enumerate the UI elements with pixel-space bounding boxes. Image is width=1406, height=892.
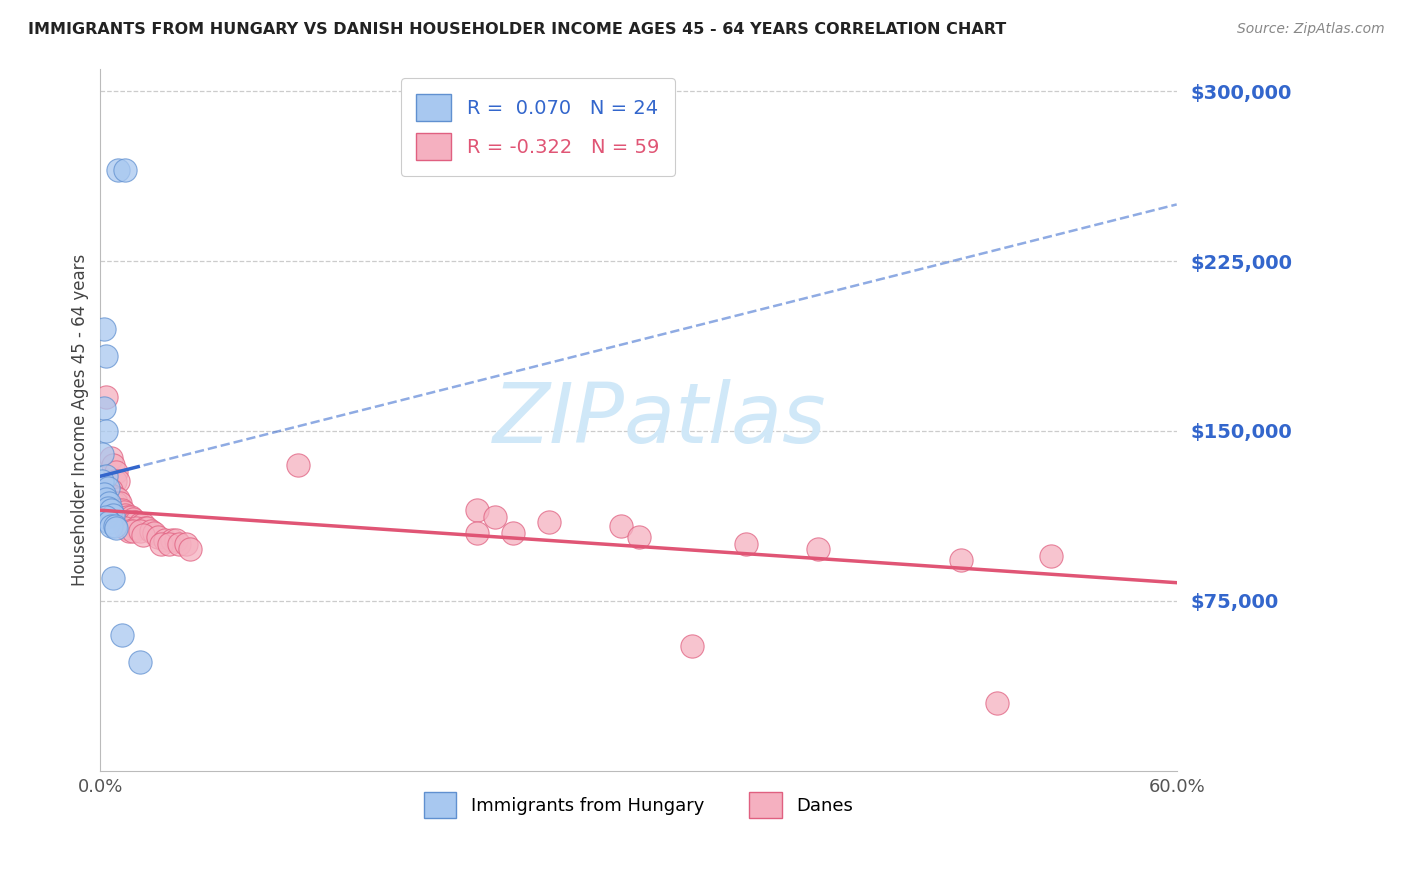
Point (120, 510, 142, 524)
Point (100, 483, 122, 497)
Point (627, 530, 650, 544)
Point (128, 516, 150, 531)
Point (94, 349, 117, 363)
Point (100, 500, 122, 515)
Point (104, 519, 127, 533)
Point (107, 491, 129, 506)
Legend: Immigrants from Hungary, Danes: Immigrants from Hungary, Danes (416, 785, 860, 825)
Point (107, 503, 129, 517)
Point (160, 533, 183, 547)
Point (100, 519, 122, 533)
Point (101, 571, 124, 585)
Point (121, 512, 143, 526)
Point (484, 510, 506, 524)
Point (101, 458, 124, 472)
Point (179, 541, 201, 556)
Point (96, 481, 118, 495)
Point (96, 500, 118, 515)
Point (101, 508, 124, 522)
Point (105, 465, 128, 479)
Point (100, 503, 122, 517)
Point (735, 537, 758, 551)
Point (465, 525, 488, 540)
Point (93, 487, 115, 501)
Point (118, 524, 141, 538)
Point (124, 515, 146, 529)
Point (111, 503, 134, 517)
Point (287, 458, 309, 472)
Point (950, 553, 973, 567)
Text: ZIPatlas: ZIPatlas (494, 379, 827, 460)
Point (91, 447, 114, 461)
Point (121, 524, 143, 538)
Y-axis label: Householder Income Ages 45 - 64 years: Householder Income Ages 45 - 64 years (72, 253, 89, 586)
Point (111, 628, 134, 642)
Point (502, 525, 524, 540)
Point (94, 424, 117, 438)
Point (105, 521, 128, 535)
Point (94, 390, 117, 404)
Point (91, 474, 114, 488)
Point (132, 528, 155, 542)
Point (117, 510, 139, 524)
Point (105, 496, 128, 510)
Point (537, 515, 560, 529)
Point (114, 163, 136, 178)
Point (98, 496, 121, 510)
Point (157, 537, 180, 551)
Point (94, 491, 117, 506)
Point (94, 510, 117, 524)
Text: IMMIGRANTS FROM HUNGARY VS DANISH HOUSEHOLDER INCOME AGES 45 - 64 YEARS CORRELAT: IMMIGRANTS FROM HUNGARY VS DANISH HOUSEH… (28, 22, 1007, 37)
Point (104, 474, 127, 488)
Point (176, 537, 198, 551)
Point (132, 516, 155, 531)
Point (136, 521, 159, 535)
Point (107, 163, 129, 178)
Point (98, 487, 121, 501)
Point (100, 451, 122, 466)
Point (104, 510, 127, 524)
Point (93, 322, 115, 336)
Point (153, 533, 176, 547)
Point (125, 521, 148, 535)
Point (107, 474, 129, 488)
Point (465, 503, 488, 517)
Point (94, 469, 117, 483)
Point (112, 506, 135, 520)
Point (134, 521, 156, 535)
Point (125, 515, 148, 529)
Point (143, 525, 166, 540)
Point (128, 655, 150, 669)
Text: Source: ZipAtlas.com: Source: ZipAtlas.com (1237, 22, 1385, 37)
Point (118, 515, 141, 529)
Point (169, 537, 191, 551)
Point (681, 639, 703, 653)
Point (165, 533, 187, 547)
Point (150, 537, 173, 551)
Point (986, 696, 1008, 710)
Point (96, 481, 118, 495)
Point (93, 401, 115, 416)
Point (101, 496, 124, 510)
Point (609, 519, 631, 533)
Point (139, 524, 162, 538)
Point (146, 530, 169, 544)
Point (104, 490, 127, 504)
Point (1040, 549, 1063, 563)
Point (128, 524, 150, 538)
Point (108, 496, 131, 510)
Point (98, 515, 121, 529)
Point (114, 508, 136, 522)
Point (807, 541, 830, 556)
Point (114, 521, 136, 535)
